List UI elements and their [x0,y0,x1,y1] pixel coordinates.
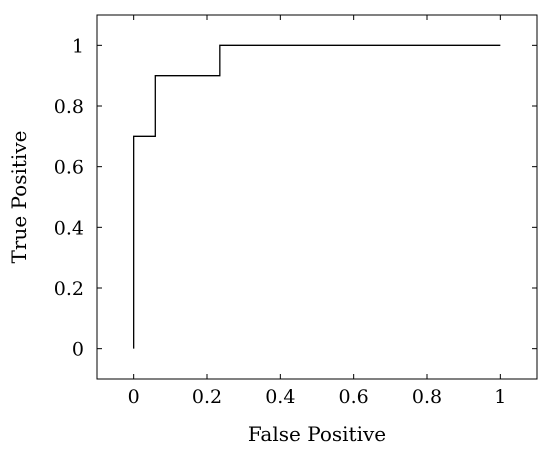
x-tick-label-3: 0.6 [339,386,369,408]
y-tick-label-1: 0.2 [54,278,84,300]
series-layer [133,44,501,349]
x-tick-label-2: 0.4 [265,386,295,408]
y-axis-label: True Positive [7,131,31,264]
x-tick-label-4: 0.8 [412,386,442,408]
x-tick-label-5: 1 [494,386,506,408]
y-tick-label-5: 1 [72,35,84,57]
x-tick-label-0: 0 [128,386,140,408]
x-tick-label-1: 0.2 [192,386,222,408]
y-tick-label-2: 0.4 [54,217,84,239]
plot-frame [96,14,538,380]
y-tick-label-3: 0.6 [54,157,84,179]
x-axis-label: False Positive [248,422,386,446]
roc-curve-line-0 [133,44,501,349]
x-axis-ticks: 0 0.2 0.4 0.6 0.8 1 [128,15,506,408]
y-axis-ticks: 0 0.2 0.4 0.6 0.8 1 [54,35,537,361]
y-tick-label-4: 0.8 [54,96,84,118]
y-tick-label-0: 0 [72,339,84,361]
